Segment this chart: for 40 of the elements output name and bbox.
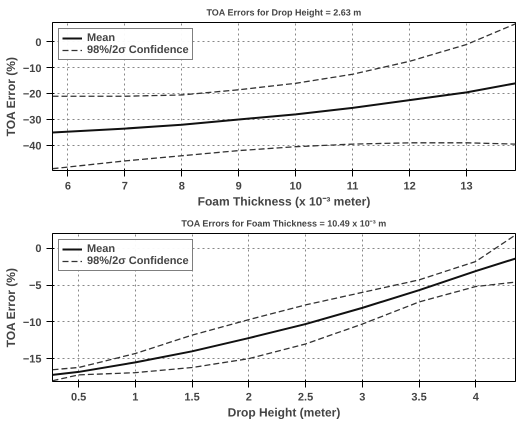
x-tick-label: 3 xyxy=(359,392,366,404)
y-axis-title: TOA Error (%) xyxy=(4,57,18,136)
x-axis-title: Drop Height (meter) xyxy=(228,406,340,420)
x-tick-label: 10 xyxy=(290,180,302,192)
y-tick-label: −30 xyxy=(22,114,42,127)
x-tick-label: 9 xyxy=(236,180,242,192)
line-series xyxy=(52,258,516,376)
x-tick-label: 13 xyxy=(460,180,473,192)
line-series xyxy=(52,82,516,134)
chart-title: TOA Errors for Drop Height = 2.63 m xyxy=(206,8,362,18)
line-series xyxy=(52,23,516,97)
x-axis-title: Foam Thickness (x 10⁻³ meter) xyxy=(198,194,370,208)
y-tick-label: −10 xyxy=(22,62,42,75)
x-tick-label: 7 xyxy=(122,180,128,192)
x-tick-label: 0.5 xyxy=(70,392,86,404)
line-series xyxy=(52,142,516,170)
y-tick-label: −20 xyxy=(22,88,42,101)
x-tick-label: 11 xyxy=(346,180,358,192)
x-tick-label: 2.5 xyxy=(298,392,314,404)
y-tick-label: 0 xyxy=(35,243,42,256)
y-tick-label: −40 xyxy=(22,140,42,152)
y-axis-title: TOA Error (%) xyxy=(4,268,18,348)
x-tick-label: 4 xyxy=(472,392,480,404)
y-tick-label: −5 xyxy=(28,280,42,292)
y-tick-label: −10 xyxy=(22,316,42,329)
x-tick-label: 1.5 xyxy=(184,392,200,404)
legend-label: 98%/2σ Confidence xyxy=(87,44,189,56)
legend-label: Mean xyxy=(87,243,116,255)
legend-label: 98%/2σ Confidence xyxy=(87,255,189,267)
x-tick-label: 1 xyxy=(132,392,138,404)
x-tick-label: 6 xyxy=(64,180,71,192)
x-tick-label: 8 xyxy=(178,180,185,192)
x-tick-label: 2 xyxy=(246,392,252,404)
y-tick-label: 0 xyxy=(35,36,42,49)
x-tick-label: 12 xyxy=(403,180,416,192)
y-tick-label: −15 xyxy=(22,354,42,366)
x-tick-label: 3.5 xyxy=(411,392,427,404)
legend-label: Mean xyxy=(87,32,116,44)
chart-title: TOA Errors for Foam Thickness = 10.49 x 10⁻³ m xyxy=(181,218,386,228)
line-series xyxy=(52,234,516,370)
